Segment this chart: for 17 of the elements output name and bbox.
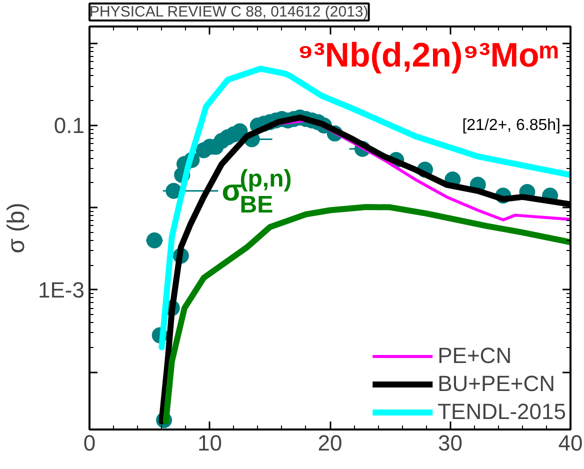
text: PHYSICAL REVIEW C 88, 014612 (2013) (90, 4, 368, 20)
y-axis-title: σ (b) (3, 202, 30, 254)
x-tick-label: 30 (438, 430, 462, 456)
legend-label: PE+CN (438, 343, 512, 369)
point (232, 123, 248, 140)
x-tick-label: 20 (318, 430, 342, 456)
annotation: [21/2+, 6.85h] (462, 116, 561, 134)
y-tick-label: 1E-3 (38, 277, 85, 302)
legend-label: BU+PE+CN (438, 371, 555, 397)
chart-title: ⁹³Nb(d,2n)⁹³Moᵐ (297, 36, 559, 74)
x-tick-label: 0 (83, 430, 96, 456)
legend-label: TENDL-2015 (438, 399, 566, 425)
point (146, 232, 162, 248)
y-tick-label: 0.1 (54, 112, 85, 138)
point (166, 182, 182, 199)
x-tick-label: 10 (198, 430, 222, 456)
x-tick-label: 40 (558, 430, 583, 456)
